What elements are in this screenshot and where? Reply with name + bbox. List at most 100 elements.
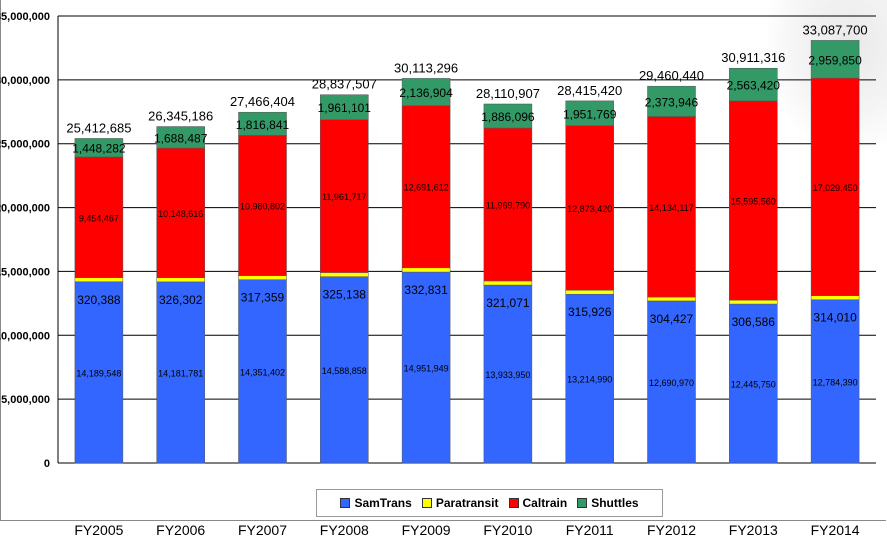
data-label-shuttles: 2,959,850 (808, 53, 862, 67)
x-tick-label: FY2005 (74, 522, 123, 538)
data-label-shuttles: 1,886,096 (481, 110, 535, 124)
y-tick-label: 25,000,000 (0, 139, 50, 151)
data-label-paratransit: 306,586 (732, 315, 776, 329)
data-label-caltrain: 17,029,450 (813, 183, 858, 193)
data-label-caltrain: 12,873,420 (567, 204, 612, 214)
x-tick-label: FY2007 (238, 522, 287, 538)
y-tick-label: 30,000,000 (0, 75, 50, 87)
bar-segment-paratransit (483, 280, 533, 286)
data-label-total: 33,087,700 (803, 22, 868, 37)
legend-item-paratransit: Paratransit (421, 496, 499, 510)
bar-segment-samtrans (74, 281, 124, 464)
bar-segment-samtrans (320, 276, 369, 464)
data-label-samtrans: 14,588,858 (322, 366, 367, 376)
bar-segment-shuttles (74, 138, 124, 158)
data-label-samtrans: 13,933,950 (485, 370, 530, 380)
legend-item-shuttles: Shuttles (577, 496, 639, 510)
bar-segment-shuttles (565, 100, 614, 127)
bar-segment-caltrain (401, 105, 451, 269)
data-label-total: 28,415,420 (557, 83, 622, 98)
bar-segment-samtrans (156, 281, 205, 464)
y-tick-label: 10,000,000 (0, 330, 50, 342)
legend-label-shuttles: Shuttles (591, 496, 639, 510)
legend-label-caltrain: Caltrain (522, 496, 568, 510)
bar-segment-paratransit (810, 295, 860, 300)
x-tick-label: FY2011 (566, 522, 614, 538)
legend-label-paratransit: Paratransit (435, 496, 499, 510)
bar-segment-paratransit (565, 289, 614, 295)
bar-segment-shuttles (156, 126, 205, 149)
y-tick-label: 20,000,000 (0, 203, 50, 215)
legend-item-caltrain: Caltrain (508, 496, 568, 510)
data-label-paratransit: 332,831 (404, 283, 448, 297)
data-label-shuttles: 1,951,769 (563, 107, 617, 121)
bar-segment-samtrans (238, 279, 287, 464)
bar-segment-caltrain (74, 156, 124, 278)
data-label-total: 25,412,685 (66, 120, 131, 135)
data-label-paratransit: 317,359 (241, 291, 285, 305)
data-label-total: 28,837,507 (312, 77, 377, 92)
legend-swatch-paratransit (421, 498, 432, 508)
data-label-shuttles: 2,136,904 (399, 86, 453, 100)
bar-segment-samtrans (401, 271, 451, 464)
legend-swatch-samtrans (340, 498, 351, 508)
bar-segment-shuttles (729, 67, 778, 102)
chart-frame (0, 0, 886, 521)
data-label-paratransit: 320,388 (77, 293, 121, 307)
data-label-samtrans: 14,951,949 (404, 364, 449, 374)
bar-segment-shuttles (320, 94, 369, 121)
bar-segment-shuttles (810, 40, 860, 79)
bar-segment-samtrans (729, 303, 778, 464)
bar-segment-shuttles (647, 85, 696, 117)
x-tick-label: FY2009 (402, 522, 451, 538)
data-label-caltrain: 15,595,560 (731, 197, 776, 207)
bar-segment-samtrans (810, 299, 860, 464)
bar-segment-caltrain (320, 119, 369, 273)
bar-segment-paratransit (647, 296, 696, 302)
bar-segment-paratransit (156, 277, 205, 283)
legend-label-samtrans: SamTrans (354, 496, 412, 510)
data-label-caltrain: 14,134,117 (649, 203, 693, 213)
data-label-samtrans: 12,784,390 (813, 377, 858, 387)
x-tick-label: FY2012 (647, 522, 696, 538)
bar-segment-caltrain (483, 127, 533, 282)
data-label-samtrans: 14,181,781 (158, 368, 203, 378)
y-tick-label: 15,000,000 (0, 266, 50, 278)
data-label-paratransit: 315,926 (568, 305, 612, 319)
data-label-caltrain: 11,961,717 (322, 192, 366, 202)
y-tick-label: 5,000,000 (1, 394, 50, 406)
bar-segment-samtrans (647, 300, 696, 464)
bar-segment-paratransit (320, 272, 369, 277)
data-label-shuttles: 1,816,841 (236, 118, 290, 132)
data-label-total: 30,113,296 (394, 60, 458, 75)
data-label-samtrans: 14,351,402 (240, 367, 285, 377)
bar-segment-paratransit (729, 299, 778, 305)
legend-swatch-caltrain (508, 498, 519, 508)
data-label-paratransit: 326,302 (159, 293, 203, 307)
data-label-samtrans: 12,690,970 (649, 378, 694, 388)
data-label-caltrain: 11,969,790 (486, 201, 530, 211)
data-label-samtrans: 14,189,548 (76, 368, 121, 378)
bar-segment-caltrain (647, 116, 696, 298)
data-label-shuttles: 1,688,487 (154, 131, 208, 145)
legend-swatch-shuttles (577, 498, 588, 508)
x-tick-label: FY2013 (729, 522, 778, 538)
chart-legend: SamTrans Paratransit Caltrain Shuttles (316, 489, 663, 517)
data-label-caltrain: 10,980,802 (240, 202, 285, 212)
legend-item-samtrans: SamTrans (340, 496, 412, 510)
data-label-total: 27,466,404 (230, 94, 295, 109)
bar-segment-samtrans (483, 284, 533, 464)
data-label-caltrain: 9,454,467 (79, 213, 119, 223)
bar-segment-samtrans (565, 293, 614, 464)
bar-segment-shuttles (483, 103, 533, 129)
y-tick-label: 0 (44, 458, 50, 470)
bar-segment-caltrain (810, 77, 860, 296)
bar-segment-paratransit (401, 267, 451, 273)
bar-segment-caltrain (729, 100, 778, 301)
data-label-paratransit: 321,071 (486, 296, 530, 310)
bar-segment-caltrain (238, 135, 287, 276)
x-tick-label: FY2008 (320, 522, 369, 538)
x-tick-label: FY2014 (811, 522, 860, 538)
